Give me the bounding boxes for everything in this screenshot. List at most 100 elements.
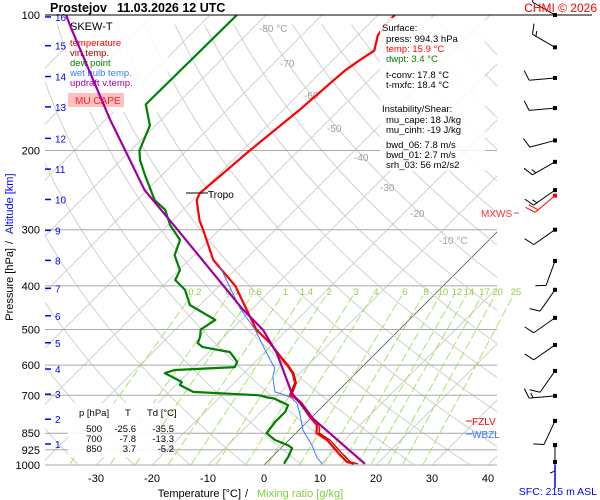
sounding-datetime: 11.03.2026 12 UTC <box>117 1 225 15</box>
dry-adiabat-line <box>321 24 497 214</box>
isotherm-line <box>207 175 497 465</box>
temperature-tick-label: -20 <box>144 473 160 485</box>
surface-info-box <box>380 18 485 171</box>
altitude-tick-label: 9 <box>55 226 61 237</box>
pressure-tick-label: 300 <box>22 225 40 237</box>
y-axis-title-2: Altitude [km] <box>4 173 16 234</box>
virt-temp-line <box>202 229 358 465</box>
altitude-tick-label: 15 <box>55 42 67 53</box>
mixing-ratio-line <box>190 295 304 466</box>
mixing-ratio-label: 1 <box>283 287 288 298</box>
wind-barb-feather <box>523 167 533 176</box>
isotherm-label: -20 <box>410 209 425 220</box>
mixing-ratio-line <box>134 295 253 466</box>
wind-barb-feather <box>531 0 534 3</box>
pressure-tick-label: 100 <box>22 10 40 22</box>
pressure-tick-label: 850 <box>22 428 40 440</box>
isotherm-label: -30 <box>380 183 395 194</box>
temperature-tick-label: 40 <box>482 473 494 485</box>
updraft-v-temp-line <box>65 15 366 465</box>
profiles <box>65 15 396 465</box>
legend-temperature: temperature <box>70 38 121 49</box>
isotherm-labels: -80 °C -70 -60 -50 -40 -30 -20 -10 °C <box>259 24 467 247</box>
wind-staff <box>529 77 556 81</box>
wind-staff <box>532 1 556 16</box>
wind-staff <box>529 107 556 111</box>
wind-barb-feather <box>524 353 534 361</box>
dry-adiabat-line <box>203 24 497 345</box>
wind-barb <box>524 315 557 334</box>
pressure-gridlines <box>45 14 497 466</box>
pressure-tick-label: 400 <box>22 281 40 293</box>
dry-adiabat-line <box>145 24 497 413</box>
pressure-tick-label: 200 <box>22 145 40 157</box>
temperature-tick-label: 30 <box>426 473 438 485</box>
zero-isotherm-line <box>263 231 497 465</box>
wind-barb-feather <box>523 138 531 148</box>
table-cell: 3.7 <box>123 444 136 455</box>
bwd-06-value: bwd_06: 7.8 m/s <box>386 140 456 151</box>
pressure-tick-label: 600 <box>22 360 40 372</box>
wind-staff <box>543 420 556 445</box>
pressure-tick-label: 700 <box>22 390 40 402</box>
mixing-ratio-line <box>245 295 354 466</box>
wind-barb-half-feather <box>532 199 538 204</box>
dry-adiabat-line <box>292 24 497 246</box>
mu-cape-value: mu_cape: 18 J/kg <box>386 115 461 126</box>
wind-staff <box>529 395 556 399</box>
isotherm-label: -40 <box>354 153 369 164</box>
wind-staff <box>539 370 556 393</box>
mixing-ratio-label: 20 <box>492 287 503 298</box>
table-cell: -7.8 <box>120 434 136 445</box>
mixing-ratio-label: 10 <box>438 287 449 298</box>
wind-staff <box>533 317 556 334</box>
wind-barb <box>523 100 557 111</box>
temperature-line <box>195 15 396 465</box>
wind-barb-half-feather <box>549 470 556 474</box>
wind-barb-feather <box>533 443 545 445</box>
mixing-ratio-line <box>167 295 283 466</box>
wind-staff <box>533 189 556 206</box>
table-cell: -13.3 <box>152 434 174 445</box>
wind-barb <box>549 443 557 474</box>
surface-tmxfc: t-mxfc: 18.4 °C <box>386 80 449 91</box>
wind-barb-feather <box>524 238 534 246</box>
wind-staff <box>534 195 556 213</box>
dry-adiabat-line <box>45 234 248 465</box>
instability-heading: Instability/Shear: <box>382 104 452 115</box>
mixing-ratio-label: 17 <box>479 287 490 298</box>
bwd-01-value: bwd_01: 2.7 m/s <box>386 150 456 161</box>
isotherm-line <box>45 15 379 349</box>
surface-tconv: t-conv: 17.8 °C <box>386 70 449 81</box>
surface-temp: temp: 15.9 °C <box>386 44 444 55</box>
legend-title: SKEW-T <box>70 21 113 33</box>
mixing-ratio-line <box>387 295 483 466</box>
table-header-td: Td [°C] <box>147 408 177 419</box>
mixing-ratio-label: 25 <box>511 287 522 298</box>
wind-barb-feather <box>529 308 541 312</box>
mixing-ratio-line <box>215 295 327 466</box>
table-cell: 850 <box>86 444 102 455</box>
temperature-tick-label: 20 <box>370 473 382 485</box>
wind-barb-feather <box>524 198 534 206</box>
wind-barb <box>524 188 557 206</box>
x-axis-title-2: Mixing ratio [g/kg] <box>257 488 343 500</box>
wbzl-label: WBZL <box>472 430 500 441</box>
temperature-tick-label: 10 <box>314 473 326 485</box>
y-axis-title: Pressure [hPa] <box>4 248 16 321</box>
wind-barb <box>533 418 557 445</box>
isotherm-line <box>45 15 323 293</box>
mixing-ratio-line <box>341 295 441 466</box>
fzlv-label: FZLV <box>472 417 496 428</box>
wind-barb-half-feather <box>530 392 534 398</box>
wind-barb-feather <box>525 206 536 213</box>
mu-cape-label: MU CAPE <box>75 96 121 107</box>
isotherm-line <box>151 119 497 465</box>
dry-adiabat-line <box>45 427 80 465</box>
mixing-ratio-label: 0.6 <box>249 287 262 298</box>
pressure-tick-label: 1000 <box>16 460 40 472</box>
wind-barb <box>529 368 557 393</box>
isotherm-line <box>375 343 497 465</box>
